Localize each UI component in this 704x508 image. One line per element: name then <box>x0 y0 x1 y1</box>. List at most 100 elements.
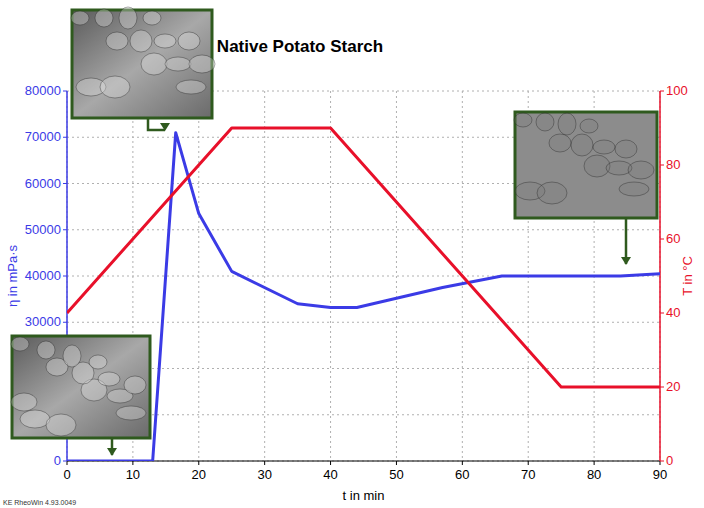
tick <box>63 137 67 138</box>
y2-tick-label: 40 <box>666 305 680 320</box>
grid-line <box>396 91 397 461</box>
granule <box>154 34 176 48</box>
granule <box>593 140 615 154</box>
granule <box>178 32 200 50</box>
tick <box>594 461 595 465</box>
tick <box>396 461 397 465</box>
tick <box>264 461 265 465</box>
granule <box>537 182 567 204</box>
y2-tick-label: 100 <box>666 83 688 98</box>
y2-tick-label: 0 <box>666 453 673 468</box>
granule <box>100 76 130 98</box>
granule <box>46 414 76 436</box>
y-tick-label: 40000 <box>25 268 61 283</box>
x-axis-title: t in min <box>343 488 385 503</box>
y-tick-label: 60000 <box>25 176 61 191</box>
granule <box>37 341 55 359</box>
tick <box>462 461 463 465</box>
tick <box>660 387 664 388</box>
y-axis-title: η in mPa·s <box>5 244 20 307</box>
granule <box>116 406 146 420</box>
granule <box>141 53 167 75</box>
tick <box>660 91 664 92</box>
granule <box>98 372 120 386</box>
granule <box>71 11 89 25</box>
grid-line <box>67 322 660 323</box>
granule <box>514 113 532 127</box>
y2-tick-label: 60 <box>666 231 680 246</box>
x-tick-label: 80 <box>587 467 601 482</box>
granule <box>628 161 654 179</box>
granule <box>558 113 576 135</box>
tick <box>660 461 661 465</box>
x-tick-label: 0 <box>63 467 70 482</box>
grid-line <box>67 368 660 369</box>
y2-tick-label: 80 <box>666 157 680 172</box>
granule <box>11 337 29 351</box>
granule <box>11 393 37 411</box>
granule <box>106 32 128 50</box>
title: Native Potato Starch <box>217 37 383 56</box>
x-axis <box>67 461 660 462</box>
tick <box>660 461 664 462</box>
granule <box>119 7 137 29</box>
tick <box>63 183 67 184</box>
granule <box>165 57 191 71</box>
tick <box>67 461 68 465</box>
x-tick-label: 20 <box>192 467 206 482</box>
grid-line <box>660 91 661 461</box>
y2-tick-label: 20 <box>666 379 680 394</box>
granule <box>189 55 215 73</box>
tick <box>528 461 529 465</box>
granule <box>619 182 649 196</box>
tick <box>63 322 67 323</box>
granule <box>580 119 598 133</box>
pointer-head <box>160 123 170 131</box>
granule <box>63 345 81 367</box>
y-tick-label: 0 <box>54 453 61 468</box>
tick <box>63 229 67 230</box>
grid-line <box>67 461 660 462</box>
pointer-head <box>621 257 631 265</box>
granule <box>549 134 571 152</box>
y-tick-label: 30000 <box>25 314 61 329</box>
granule <box>95 9 113 27</box>
tick <box>63 461 67 462</box>
granule <box>130 30 152 52</box>
granule <box>20 410 50 428</box>
tick <box>198 461 199 465</box>
grid-line <box>330 91 331 461</box>
micrograph <box>515 112 657 218</box>
y2-axis <box>659 91 661 461</box>
granule <box>124 376 146 394</box>
granule <box>89 355 107 369</box>
y-tick-label: 70000 <box>25 129 61 144</box>
tick <box>660 239 664 240</box>
x-tick-label: 60 <box>455 467 469 482</box>
tick <box>330 461 331 465</box>
grid-line <box>67 229 660 230</box>
granule <box>176 80 206 94</box>
x-tick-label: 70 <box>521 467 535 482</box>
tick <box>63 91 67 92</box>
chart: 0102030405060708090010000200003000040000… <box>0 0 704 508</box>
x-tick-label: 10 <box>126 467 140 482</box>
granule <box>143 11 161 25</box>
pointer-head <box>107 448 117 456</box>
x-tick-label: 50 <box>389 467 403 482</box>
micrograph <box>12 336 150 438</box>
y2-axis-title: T in °C <box>680 256 695 296</box>
granule <box>615 140 637 158</box>
x-tick-label: 30 <box>257 467 271 482</box>
footer: KE RheoWin 4.93.0049 <box>3 499 76 506</box>
x-tick-label: 40 <box>323 467 337 482</box>
tick <box>660 165 664 166</box>
tick <box>132 461 133 465</box>
y-tick-label: 80000 <box>25 83 61 98</box>
y-tick-label: 50000 <box>25 222 61 237</box>
granule <box>536 113 554 131</box>
grid-line <box>264 91 265 461</box>
x-tick-label: 90 <box>653 467 667 482</box>
tick <box>660 313 664 314</box>
granule <box>571 134 593 156</box>
